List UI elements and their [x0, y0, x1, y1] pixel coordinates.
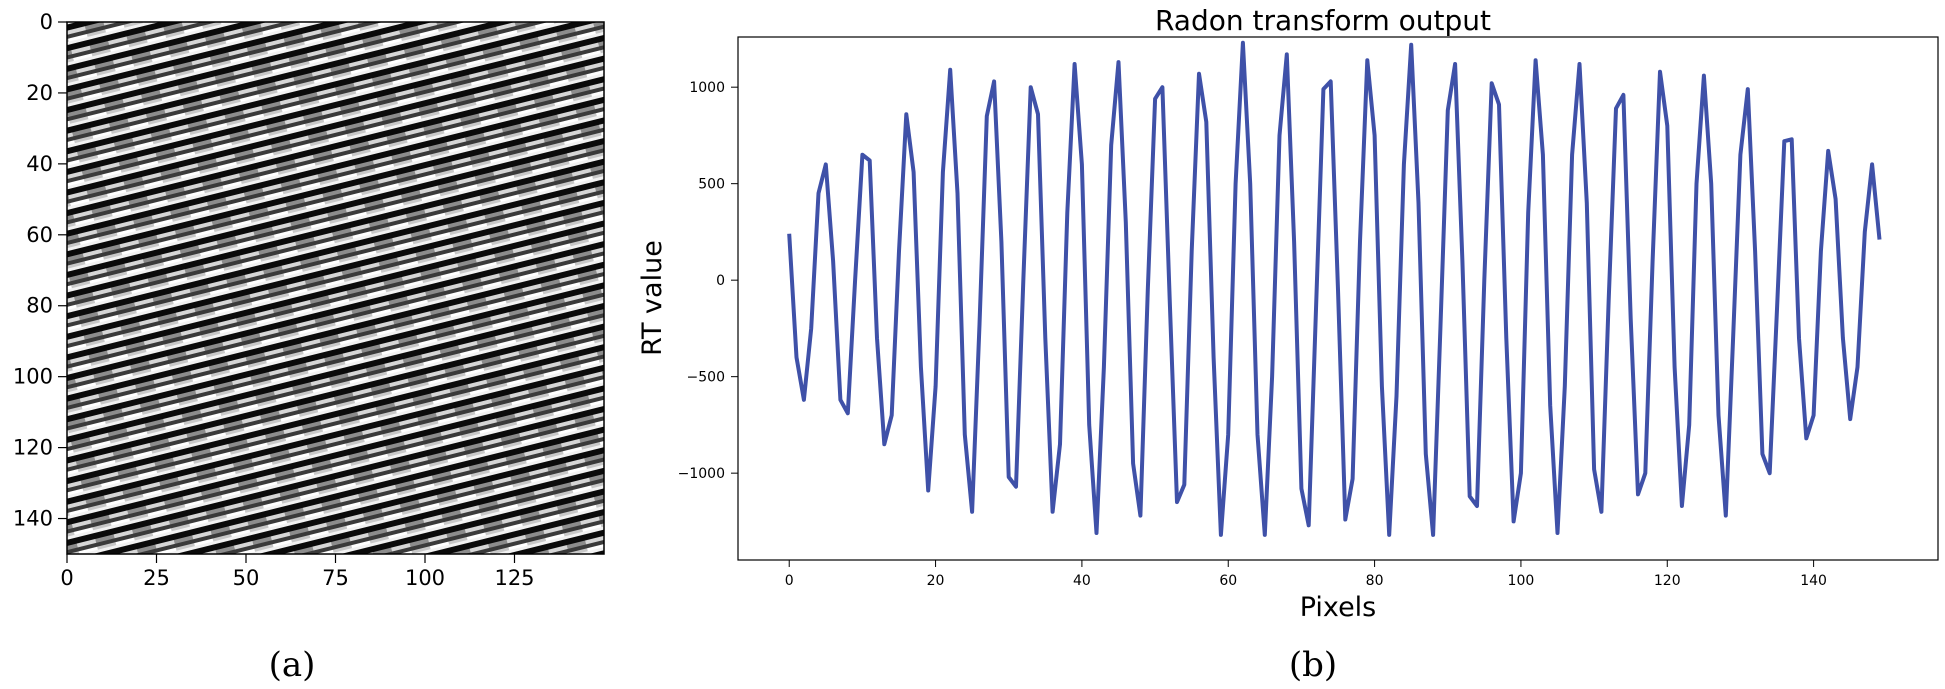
panel-a-caption: (a) [269, 645, 316, 685]
chart-x-tick-label: 100 [1508, 573, 1535, 589]
y-axis-label: RT value [637, 240, 668, 356]
image-x-tick-label: 0 [60, 566, 73, 590]
image-y-axis: 0 20 40 60 80 100 120 140 [13, 10, 67, 531]
image-x-tick-label: 25 [143, 566, 170, 590]
chart-x-tick-label: 40 [1073, 573, 1091, 589]
image-y-tick-label: 120 [13, 436, 53, 460]
image-y-tick-label: 80 [26, 294, 53, 318]
chart-x-tick-label: 0 [785, 573, 794, 589]
chart-x-tick-label: 20 [927, 573, 945, 589]
image-y-tick-label: 100 [13, 365, 53, 389]
image-y-tick-label: 0 [40, 10, 53, 34]
image-x-tick-label: 100 [405, 566, 445, 590]
chart-y-axis: −1000 −500 0 500 1000 [678, 80, 738, 482]
chart-title: Radon transform output [1155, 4, 1491, 37]
image-y-tick-label: 140 [13, 507, 53, 531]
plot-frame [737, 36, 1939, 561]
chart-y-tick-label: −500 [687, 370, 725, 386]
chart-y-tick-label: 500 [698, 177, 725, 193]
stripe-image [67, 22, 604, 554]
image-y-tick-label: 60 [26, 223, 53, 247]
chart-x-tick-label: 80 [1366, 573, 1384, 589]
chart-y-tick-label: 1000 [689, 80, 725, 96]
image-x-tick-label: 50 [233, 566, 260, 590]
chart-x-tick-label: 120 [1654, 573, 1681, 589]
chart-x-tick-label: 60 [1219, 573, 1237, 589]
chart-x-axis: 0 20 40 60 80 100 120 140 [785, 560, 1827, 589]
image-panel: 0 25 50 75 100 125 0 20 40 60 80 100 120 140 (a) [13, 10, 605, 685]
line-chart-panel: Radon transform output 0 20 40 60 80 100 120 14… [637, 4, 1939, 685]
image-x-tick-label: 125 [494, 566, 534, 590]
image-y-tick-label: 40 [26, 152, 53, 176]
chart-x-tick-label: 140 [1800, 573, 1827, 589]
image-x-tick-label: 75 [322, 566, 349, 590]
image-y-tick-label: 20 [26, 81, 53, 105]
rt-series-line [787, 40, 1882, 537]
chart-y-tick-label: 0 [716, 273, 725, 289]
panel-b-caption: (b) [1289, 645, 1337, 685]
x-axis-label: Pixels [1300, 592, 1377, 623]
image-x-axis: 0 25 50 75 100 125 [60, 554, 535, 590]
chart-y-tick-label: −1000 [678, 466, 725, 482]
